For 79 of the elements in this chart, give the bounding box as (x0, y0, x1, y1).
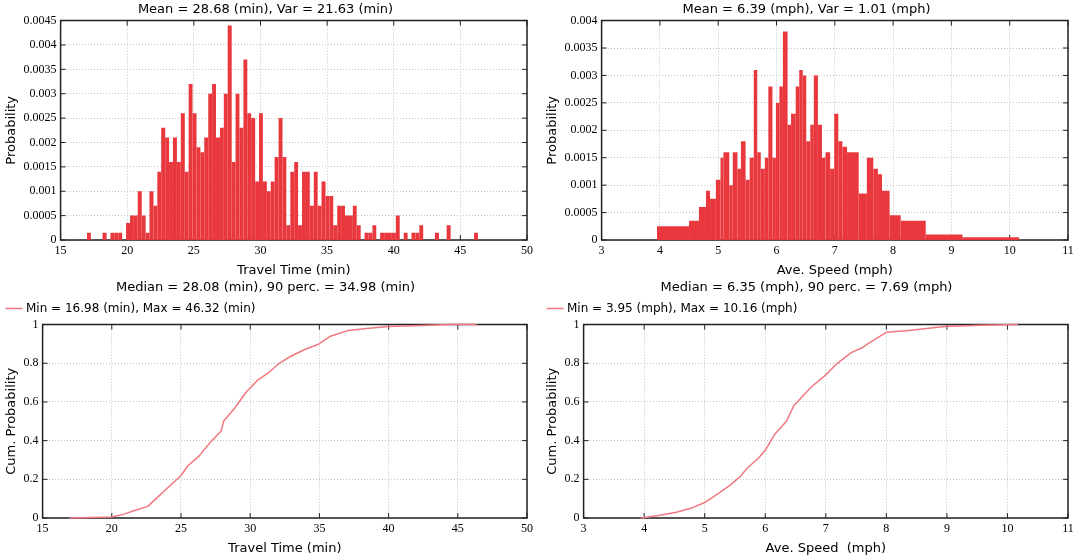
x-tick-label: 50 (521, 243, 533, 258)
x-axis-title: Ave. Speed (mph) (776, 261, 893, 277)
x-tick-label: 15 (54, 243, 67, 258)
y-axis-title: Probability (544, 95, 560, 165)
x-axis-title: Travel Time (min) (227, 539, 342, 555)
y-tick-label: 0.001 (570, 177, 598, 192)
x-tick-label: 5 (715, 243, 722, 258)
y-tick-label: 0.0015 (564, 149, 598, 164)
y-tick-label: 0.004 (29, 37, 57, 52)
y-tick-label: 0.0035 (564, 40, 598, 55)
x-tick-label: 11 (1062, 521, 1074, 536)
y-axis-title: Cum. Probability (544, 367, 560, 475)
y-tick-label: 0.002 (570, 122, 598, 137)
x-tick-label: 20 (121, 243, 134, 258)
y-tick-label: 1 (32, 316, 39, 331)
x-tick-label: 4 (656, 243, 663, 258)
y-tick-label: 0.0025 (564, 95, 598, 110)
chart-title: Median = 28.08 (min), 90 perc. = 34.98 (min) (115, 279, 416, 295)
y-tick-label: 0 (50, 232, 57, 247)
x-axis-title: Travel Time (min) (236, 261, 351, 277)
x-tick-label: 30 (254, 243, 267, 258)
y-tick-label: 0.0025 (23, 110, 57, 125)
y-tick-label: 0.0035 (23, 61, 57, 76)
y-tick-label: 0.0015 (23, 159, 57, 174)
x-tick-label: 6 (773, 243, 780, 258)
y-tick-label: 0.004 (570, 12, 598, 27)
chart-title: Median = 6.35 (mph), 90 perc. = 7.69 (mph) (660, 279, 953, 295)
y-tick-label: 0.8 (564, 355, 580, 370)
y-tick-label: 0.001 (29, 183, 57, 198)
y-tick-label: 0.0005 (564, 204, 598, 219)
x-tick-label: 8 (883, 521, 890, 536)
y-tick-label: 0.4 (564, 432, 580, 447)
x-tick-label: 45 (451, 521, 464, 536)
x-tick-label: 10 (1001, 521, 1014, 536)
x-tick-label: 30 (244, 521, 257, 536)
x-tick-label: 5 (701, 521, 708, 536)
y-tick-label: 0 (573, 510, 580, 525)
y-tick-label: 0.6 (23, 394, 39, 409)
y-tick-label: 0.002 (29, 134, 57, 149)
x-tick-label: 3 (598, 243, 605, 258)
x-tick-label: 20 (105, 521, 118, 536)
y-axis-title: Cum. Probability (3, 367, 19, 475)
x-tick-label: 8 (890, 243, 897, 258)
legend-label: Min = 16.98 (min), Max = 46.32 (min) (26, 300, 256, 315)
y-tick-label: 0.4 (23, 432, 39, 447)
x-tick-label: 11 (1062, 243, 1074, 258)
x-tick-label: 9 (948, 243, 955, 258)
x-tick-label: 7 (822, 521, 829, 536)
y-tick-label: 0.8 (23, 355, 39, 370)
y-tick-label: 0.003 (570, 67, 598, 82)
x-axis-title: Ave. Speed (mph) (765, 539, 886, 555)
y-tick-label: 0 (591, 232, 598, 247)
chart-title: Mean = 6.39 (mph), Var = 1.01 (mph) (682, 1, 931, 17)
x-tick-label: 35 (321, 243, 334, 258)
y-tick-label: 0.2 (564, 471, 580, 486)
x-tick-label: 35 (313, 521, 326, 536)
x-tick-label: 25 (187, 243, 200, 258)
x-tick-label: 9 (943, 521, 950, 536)
x-tick-label: 50 (521, 521, 533, 536)
y-tick-label: 0.2 (23, 471, 39, 486)
x-tick-label: 15 (36, 521, 49, 536)
x-tick-label: 4 (641, 521, 648, 536)
y-tick-label: 0 (32, 510, 39, 525)
y-tick-label: 0.0045 (23, 12, 57, 27)
y-axis-title: Probability (3, 95, 19, 165)
x-tick-label: 40 (387, 243, 400, 258)
y-tick-label: 0.6 (564, 394, 580, 409)
x-tick-label: 45 (454, 243, 467, 258)
x-tick-label: 40 (382, 521, 395, 536)
x-tick-label: 7 (831, 243, 838, 258)
x-tick-label: 3 (580, 521, 587, 536)
legend-label: Min = 3.95 (mph), Max = 10.16 (mph) (567, 300, 798, 315)
x-tick-label: 6 (762, 521, 769, 536)
x-tick-label: 25 (175, 521, 187, 536)
chart-title: Mean = 28.68 (min), Var = 21.63 (min) (137, 1, 394, 17)
y-tick-label: 0.0005 (23, 207, 57, 222)
y-tick-label: 0.003 (29, 85, 57, 100)
x-tick-label: 10 (1003, 243, 1016, 258)
y-tick-label: 1 (573, 316, 580, 331)
